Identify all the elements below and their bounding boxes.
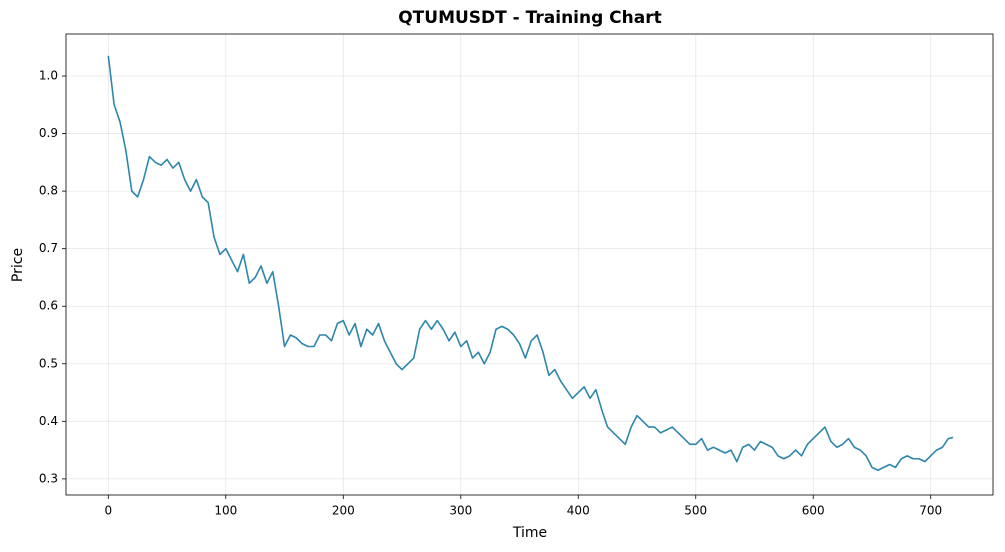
x-tick-label: 100 <box>214 504 237 518</box>
price-line <box>107 55 954 472</box>
x-tick-label: 600 <box>802 504 825 518</box>
y-tick-label: 0.3 <box>39 471 58 485</box>
y-tick-label: 0.6 <box>39 299 58 313</box>
x-tick-label: 300 <box>449 504 472 518</box>
plot-frame <box>65 33 994 496</box>
y-tick-label: 0.9 <box>39 126 58 140</box>
x-tick-label: 0 <box>104 504 112 518</box>
y-axis-label: Price <box>10 248 26 282</box>
x-tick-label: 400 <box>567 504 590 518</box>
y-tick-label: 0.5 <box>39 356 58 370</box>
y-tick-label: 0.8 <box>39 184 58 198</box>
y-tick-label: 0.7 <box>39 241 58 255</box>
chart-title: QTUMUSDT - Training Chart <box>398 8 662 28</box>
y-tick-label: 0.4 <box>39 414 58 428</box>
x-tick-label: 200 <box>332 504 355 518</box>
x-tick-label: 500 <box>684 504 707 518</box>
x-axis-label: Time <box>512 525 547 541</box>
y-tick-label: 1.0 <box>39 69 58 83</box>
x-tick-label: 700 <box>919 504 942 518</box>
